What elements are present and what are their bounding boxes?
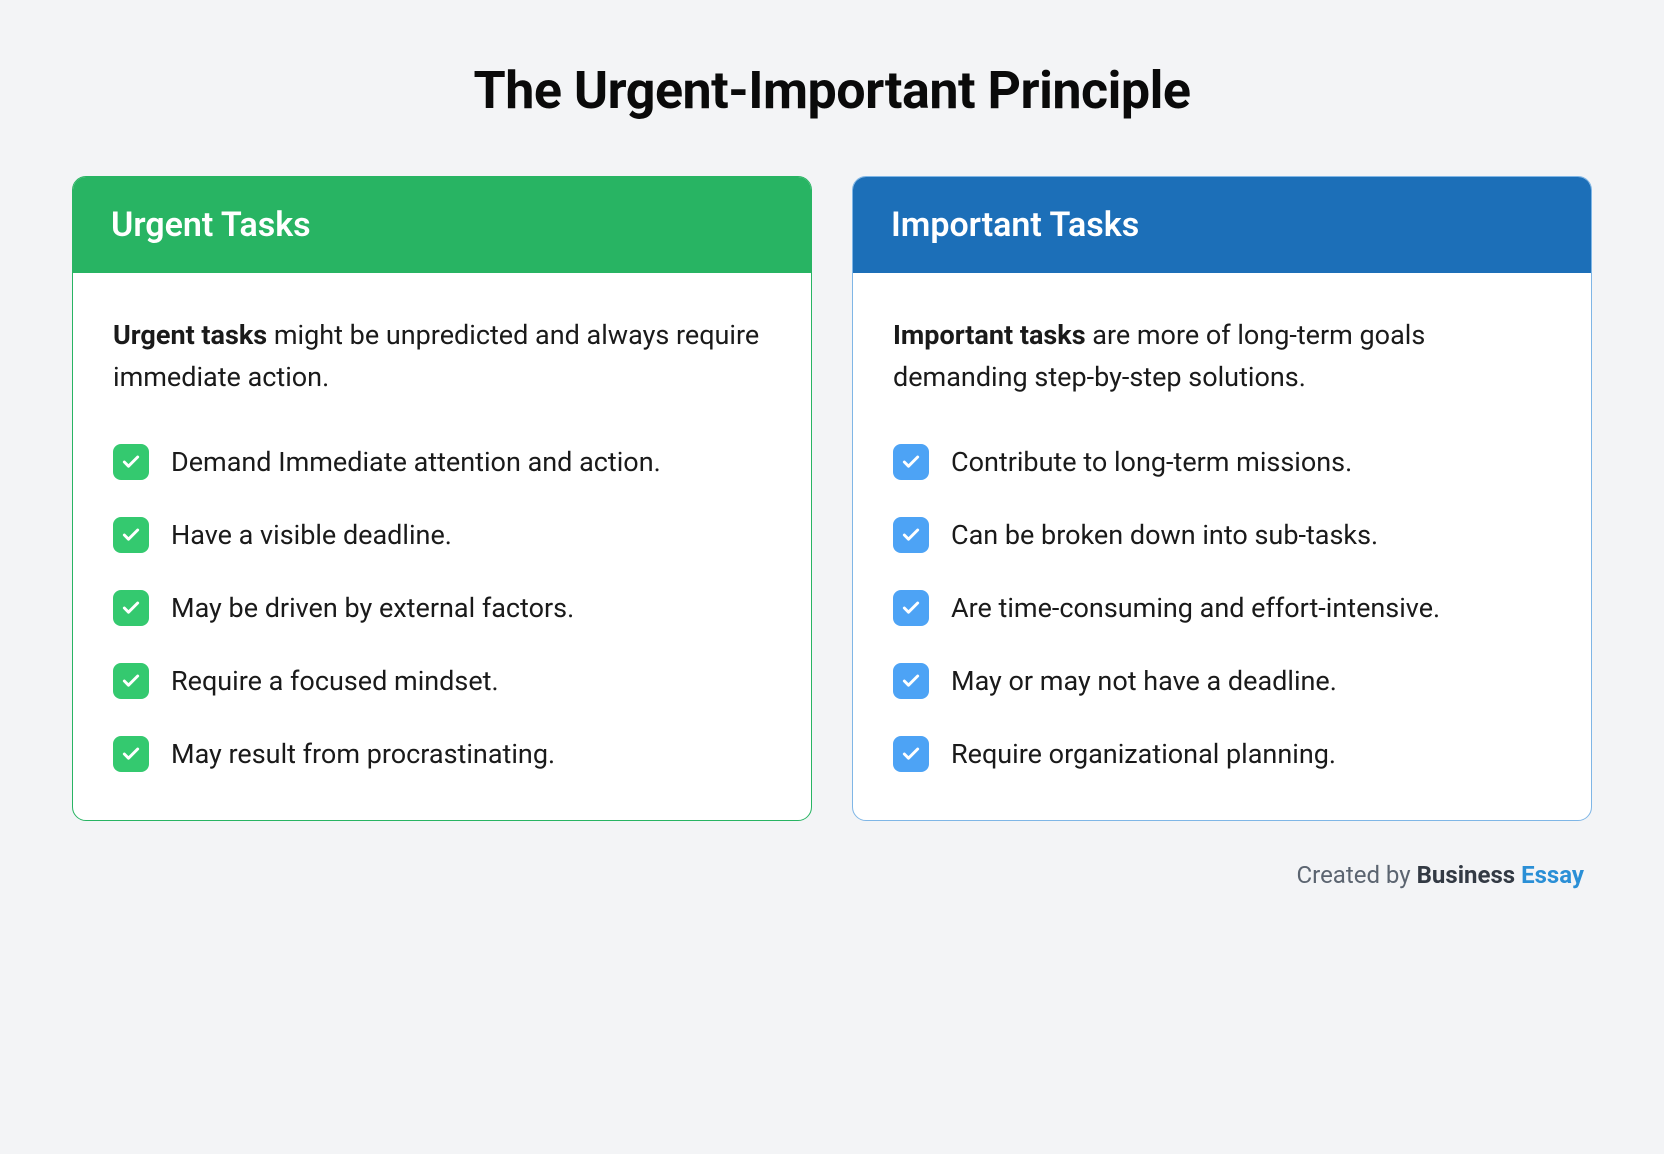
list-item: Demand Immediate attention and action. (113, 443, 771, 482)
list-item: May be driven by external factors. (113, 589, 771, 628)
footer-prefix: Created by (1297, 861, 1417, 889)
urgent-card-body: Urgent tasks might be unpredicted and al… (73, 273, 811, 820)
list-item: Can be broken down into sub-tasks. (893, 516, 1551, 555)
check-text: Are time-consuming and effort-intensive. (951, 589, 1440, 628)
check-icon (893, 517, 929, 553)
list-item: Are time-consuming and effort-intensive. (893, 589, 1551, 628)
check-text: Have a visible deadline. (171, 516, 452, 555)
check-text: Demand Immediate attention and action. (171, 443, 661, 482)
check-text: Require a focused mindset. (171, 662, 499, 701)
footer-credit: Created by Business Essay (70, 861, 1594, 889)
list-item: Require a focused mindset. (113, 662, 771, 701)
check-icon (113, 736, 149, 772)
footer-brand-essay: Essay (1515, 861, 1584, 889)
list-item: Contribute to long-term missions. (893, 443, 1551, 482)
check-text: May or may not have a deadline. (951, 662, 1337, 701)
page-title: The Urgent-Important Principle (70, 60, 1594, 121)
check-icon (113, 444, 149, 480)
check-icon (893, 590, 929, 626)
urgent-check-list: Demand Immediate attention and action. H… (113, 443, 771, 775)
check-icon (893, 444, 929, 480)
urgent-card-header: Urgent Tasks (73, 177, 811, 273)
important-card-header: Important Tasks (853, 177, 1591, 273)
important-card-body: Important tasks are more of long-term go… (853, 273, 1591, 820)
important-check-list: Contribute to long-term missions. Can be… (893, 443, 1551, 775)
check-text: Can be broken down into sub-tasks. (951, 516, 1378, 555)
urgent-card: Urgent Tasks Urgent tasks might be unpre… (72, 176, 812, 821)
check-text: Require organizational planning. (951, 735, 1336, 774)
urgent-desc-bold: Urgent tasks (113, 319, 267, 351)
list-item: May or may not have a deadline. (893, 662, 1551, 701)
important-card: Important Tasks Important tasks are more… (852, 176, 1592, 821)
urgent-card-description: Urgent tasks might be unpredicted and al… (113, 315, 771, 399)
check-text: May result from procrastinating. (171, 735, 555, 774)
check-text: May be driven by external factors. (171, 589, 574, 628)
check-text: Contribute to long-term missions. (951, 443, 1352, 482)
check-icon (113, 663, 149, 699)
cards-container: Urgent Tasks Urgent tasks might be unpre… (70, 176, 1594, 821)
check-icon (113, 517, 149, 553)
list-item: Have a visible deadline. (113, 516, 771, 555)
list-item: Require organizational planning. (893, 735, 1551, 774)
check-icon (893, 736, 929, 772)
important-card-description: Important tasks are more of long-term go… (893, 315, 1551, 399)
footer-brand-business: Business (1417, 861, 1516, 889)
important-desc-bold: Important tasks (893, 319, 1086, 351)
check-icon (893, 663, 929, 699)
check-icon (113, 590, 149, 626)
list-item: May result from procrastinating. (113, 735, 771, 774)
